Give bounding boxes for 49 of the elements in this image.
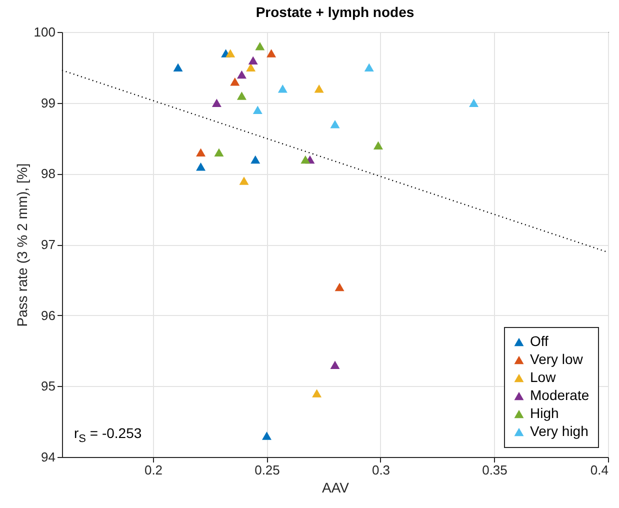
x-axis-title: AAV xyxy=(322,480,350,496)
point xyxy=(212,98,222,107)
point xyxy=(214,148,224,157)
point xyxy=(248,56,258,64)
point xyxy=(278,84,288,93)
point xyxy=(252,106,262,114)
point xyxy=(246,63,256,72)
point xyxy=(226,49,236,58)
y-tick-label: 98 xyxy=(41,166,56,182)
point xyxy=(236,70,246,79)
point xyxy=(312,389,322,398)
legend-label: High xyxy=(530,405,559,421)
point xyxy=(196,148,206,157)
point xyxy=(262,432,272,440)
x-tick-label: 0.25 xyxy=(254,462,280,478)
point xyxy=(373,141,383,150)
x-tick-label: 0.2 xyxy=(144,462,163,478)
chart-title: Prostate + lymph nodes xyxy=(256,4,414,20)
point xyxy=(300,155,310,164)
legend-label: Moderate xyxy=(530,387,590,403)
point xyxy=(236,92,246,100)
point xyxy=(196,162,206,171)
y-tick-label: 100 xyxy=(34,24,56,40)
point xyxy=(230,77,240,86)
point xyxy=(173,63,183,72)
x-tick-label: 0.3 xyxy=(372,462,390,478)
y-tick-label: 96 xyxy=(41,308,56,323)
y-tick-label: 95 xyxy=(41,378,56,394)
y-tick-label: 94 xyxy=(41,450,56,464)
annotation: r$_{S}$ = -0.253 xyxy=(74,425,142,445)
point xyxy=(314,84,324,93)
legend-label: Low xyxy=(530,369,557,385)
point xyxy=(334,282,344,292)
y-tick-label: 97 xyxy=(41,237,56,252)
point xyxy=(266,49,276,58)
y-axis-title: Pass rate (3 % 2 mm), [%] xyxy=(14,163,30,327)
legend-label: Very high xyxy=(530,423,588,439)
legend-label: Off xyxy=(530,333,549,349)
x-tick-label: 0.35 xyxy=(482,462,508,478)
x-tick-label: 0.4 xyxy=(590,462,608,478)
point xyxy=(364,63,374,72)
point xyxy=(239,176,249,185)
point xyxy=(330,120,340,128)
point xyxy=(255,42,265,50)
point xyxy=(469,98,479,107)
y-tick-label: 99 xyxy=(41,95,56,110)
point xyxy=(250,155,260,164)
legend-label: Very low xyxy=(530,351,584,367)
point xyxy=(330,360,340,370)
